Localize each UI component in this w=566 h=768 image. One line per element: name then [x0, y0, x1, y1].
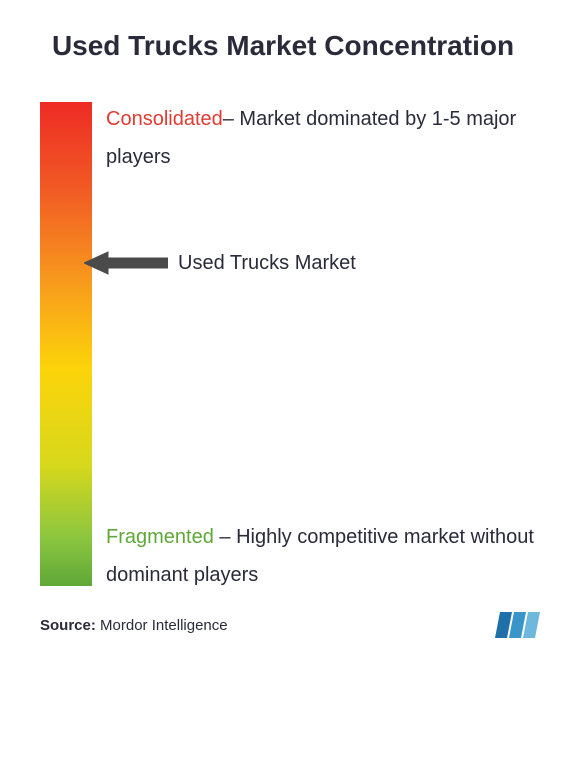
fragmented-label: Fragmented – Highly competitive market w…	[106, 518, 536, 594]
mordor-logo-icon	[495, 612, 541, 638]
consolidated-label: Consolidated– Market dominated by 1-5 ma…	[106, 100, 536, 176]
market-position-marker: Used Trucks Market	[84, 250, 356, 276]
source-value: Mordor Intelligence	[100, 617, 228, 634]
market-name-label: Used Trucks Market	[178, 252, 356, 275]
arrow-left-icon	[84, 250, 168, 276]
concentration-gradient-bar	[40, 102, 92, 586]
logo-bar-3	[523, 612, 540, 638]
consolidated-keyword: Consolidated	[106, 108, 223, 130]
source-attribution: Source: Mordor Intelligence	[40, 617, 228, 634]
labels-column: Consolidated– Market dominated by 1-5 ma…	[92, 102, 546, 586]
logo-bar-2	[509, 612, 526, 638]
footer-row: Source: Mordor Intelligence	[40, 612, 541, 638]
fragmented-keyword: Fragmented	[106, 526, 214, 548]
logo-bar-1	[495, 612, 512, 638]
concentration-diagram: Consolidated– Market dominated by 1-5 ma…	[20, 102, 546, 586]
source-label: Source:	[40, 617, 96, 634]
chart-title: Used Trucks Market Concentration	[20, 30, 546, 62]
